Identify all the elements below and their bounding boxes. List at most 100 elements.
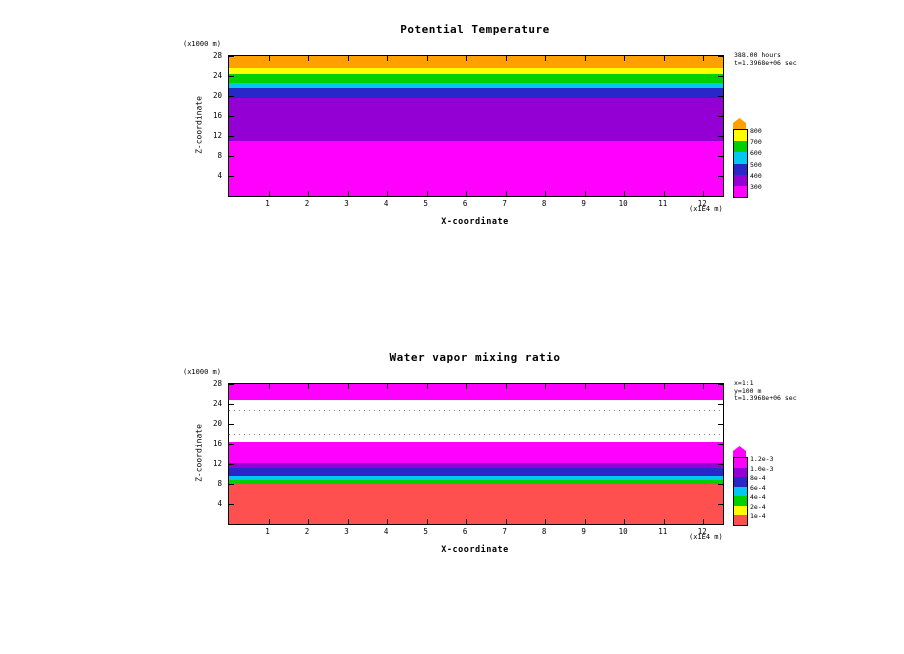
x-tick-mark bbox=[663, 56, 665, 61]
colorbar-tick-label: 1e-4 bbox=[750, 512, 766, 521]
y-tick-mark bbox=[229, 504, 234, 505]
colorbar-body bbox=[733, 129, 748, 198]
contour-band bbox=[229, 56, 723, 68]
colorbar-tick-label: 800 bbox=[750, 127, 762, 135]
x-tick-label: 11 bbox=[658, 199, 668, 208]
y-tick-label: 28 bbox=[212, 379, 222, 388]
x-tick-label: 8 bbox=[541, 527, 547, 536]
x-tick-mark bbox=[347, 56, 349, 61]
contour-band bbox=[229, 400, 723, 442]
y-tick-mark bbox=[718, 136, 723, 137]
y-tick-mark bbox=[229, 484, 234, 485]
colorbar: 1.2e-3 1.0e-3 8e-4 6e-4 4e-4 2e-4 1e-4 bbox=[733, 446, 773, 526]
y-tick-label: 24 bbox=[212, 399, 222, 408]
contour-band bbox=[229, 463, 723, 468]
x-tick-mark bbox=[505, 191, 507, 196]
y-tick-mark bbox=[229, 424, 234, 425]
x-tick-mark bbox=[347, 519, 349, 524]
colorbar: 800 700 600 500 400 300 bbox=[733, 118, 762, 198]
x-axis-label: X-coordinate bbox=[441, 545, 509, 555]
x-tick-mark bbox=[466, 519, 468, 524]
time-annotation: 388.00 hours t=1.3968e+06 sec bbox=[734, 51, 797, 67]
contour-band bbox=[229, 141, 723, 196]
x-tick-mark bbox=[703, 191, 705, 196]
x-tick-mark bbox=[545, 191, 547, 196]
contour-band bbox=[229, 476, 723, 480]
contour-band bbox=[229, 88, 723, 98]
contour-band bbox=[229, 468, 723, 476]
x-tick-mark bbox=[387, 56, 389, 61]
x-tick-mark bbox=[545, 56, 547, 61]
dotted-contour-line bbox=[229, 410, 723, 411]
x-tick-mark bbox=[703, 56, 705, 61]
y-tick-mark bbox=[229, 404, 234, 405]
x-tick-mark bbox=[426, 56, 428, 61]
x-tick-mark bbox=[584, 384, 586, 389]
y-tick-mark bbox=[718, 504, 723, 505]
x-tick-mark bbox=[387, 191, 389, 196]
colorbar-tick-label: 2e-4 bbox=[750, 502, 766, 511]
x-tick-label: 5 bbox=[423, 527, 428, 536]
contour-band bbox=[229, 74, 723, 83]
annotation-line: 388.00 hours bbox=[734, 51, 781, 59]
y-tick-mark bbox=[229, 444, 234, 445]
y-tick-mark bbox=[718, 176, 723, 177]
x-tick-mark bbox=[584, 56, 586, 61]
x-tick-mark bbox=[426, 384, 428, 389]
colorbar-segment bbox=[734, 496, 747, 506]
x-tick-label: 4 bbox=[383, 527, 389, 536]
x-tick-mark bbox=[308, 519, 310, 524]
y-tick-label: 4 bbox=[217, 171, 222, 180]
x-tick-label: 12 bbox=[697, 199, 707, 208]
colorbar-tick-label: 700 bbox=[750, 138, 762, 147]
y-tick-mark bbox=[718, 76, 723, 77]
x-tick-mark bbox=[268, 384, 270, 389]
x-tick-mark bbox=[663, 384, 665, 389]
annotation-line: t=1.3968e+06 sec bbox=[734, 58, 797, 67]
y-tick-mark bbox=[229, 116, 234, 117]
colorbar-segment bbox=[734, 163, 747, 175]
y-tick-mark bbox=[229, 156, 234, 157]
x-tick-label: 2 bbox=[304, 527, 310, 536]
x-tick-mark bbox=[347, 191, 349, 196]
y-tick-mark bbox=[229, 136, 234, 137]
x-tick-label: 1 bbox=[265, 527, 270, 536]
x-tick-mark bbox=[703, 519, 705, 524]
y-tick-mark bbox=[229, 76, 234, 77]
x-tick-label: 2 bbox=[304, 199, 310, 208]
x-tick-label: 6 bbox=[462, 199, 468, 208]
x-tick-mark bbox=[426, 191, 428, 196]
x-tick-mark bbox=[347, 384, 349, 389]
x-tick-mark bbox=[624, 56, 626, 61]
y-tick-mark bbox=[718, 56, 723, 57]
colorbar-tick-label: 300 bbox=[750, 182, 762, 191]
y-tick-mark bbox=[718, 464, 723, 465]
y-tick-label: 20 bbox=[212, 91, 222, 100]
y-tick-mark bbox=[718, 484, 723, 485]
colorbar-segment bbox=[734, 130, 747, 142]
x-tick-mark bbox=[466, 191, 468, 196]
x-tick-label: 6 bbox=[462, 527, 468, 536]
colorbar-tick-label: 400 bbox=[750, 171, 762, 180]
colorbar-segment bbox=[734, 152, 747, 164]
y-tick-mark bbox=[718, 156, 723, 157]
x-tick-label: 8 bbox=[541, 199, 547, 208]
x-tick-label: 9 bbox=[581, 199, 586, 208]
colorbar-segment bbox=[734, 486, 747, 497]
x-tick-label: 5 bbox=[423, 199, 428, 208]
y-tick-mark bbox=[229, 96, 234, 97]
y-axis-label: Z-coordinate bbox=[194, 96, 204, 154]
colorbar-tick-label: 4e-4 bbox=[750, 493, 766, 502]
y-tick-mark bbox=[718, 404, 723, 405]
colorbar-body bbox=[733, 457, 748, 526]
slice-time-annotation: x=1:1 y=100 m t=1.3968e+06 sec bbox=[734, 379, 797, 403]
x-tick-label: 7 bbox=[502, 527, 507, 536]
y-axis-label: Z-coordinate bbox=[194, 424, 204, 482]
contour-band bbox=[229, 480, 723, 484]
dotted-contour-line bbox=[229, 434, 723, 435]
x-axis-unit-label: (x1E4 m) bbox=[689, 205, 723, 213]
x-axis-label: X-coordinate bbox=[441, 217, 509, 227]
y-tick-label: 8 bbox=[217, 479, 222, 488]
annotation-line: t=1.3968e+06 sec bbox=[734, 394, 797, 402]
